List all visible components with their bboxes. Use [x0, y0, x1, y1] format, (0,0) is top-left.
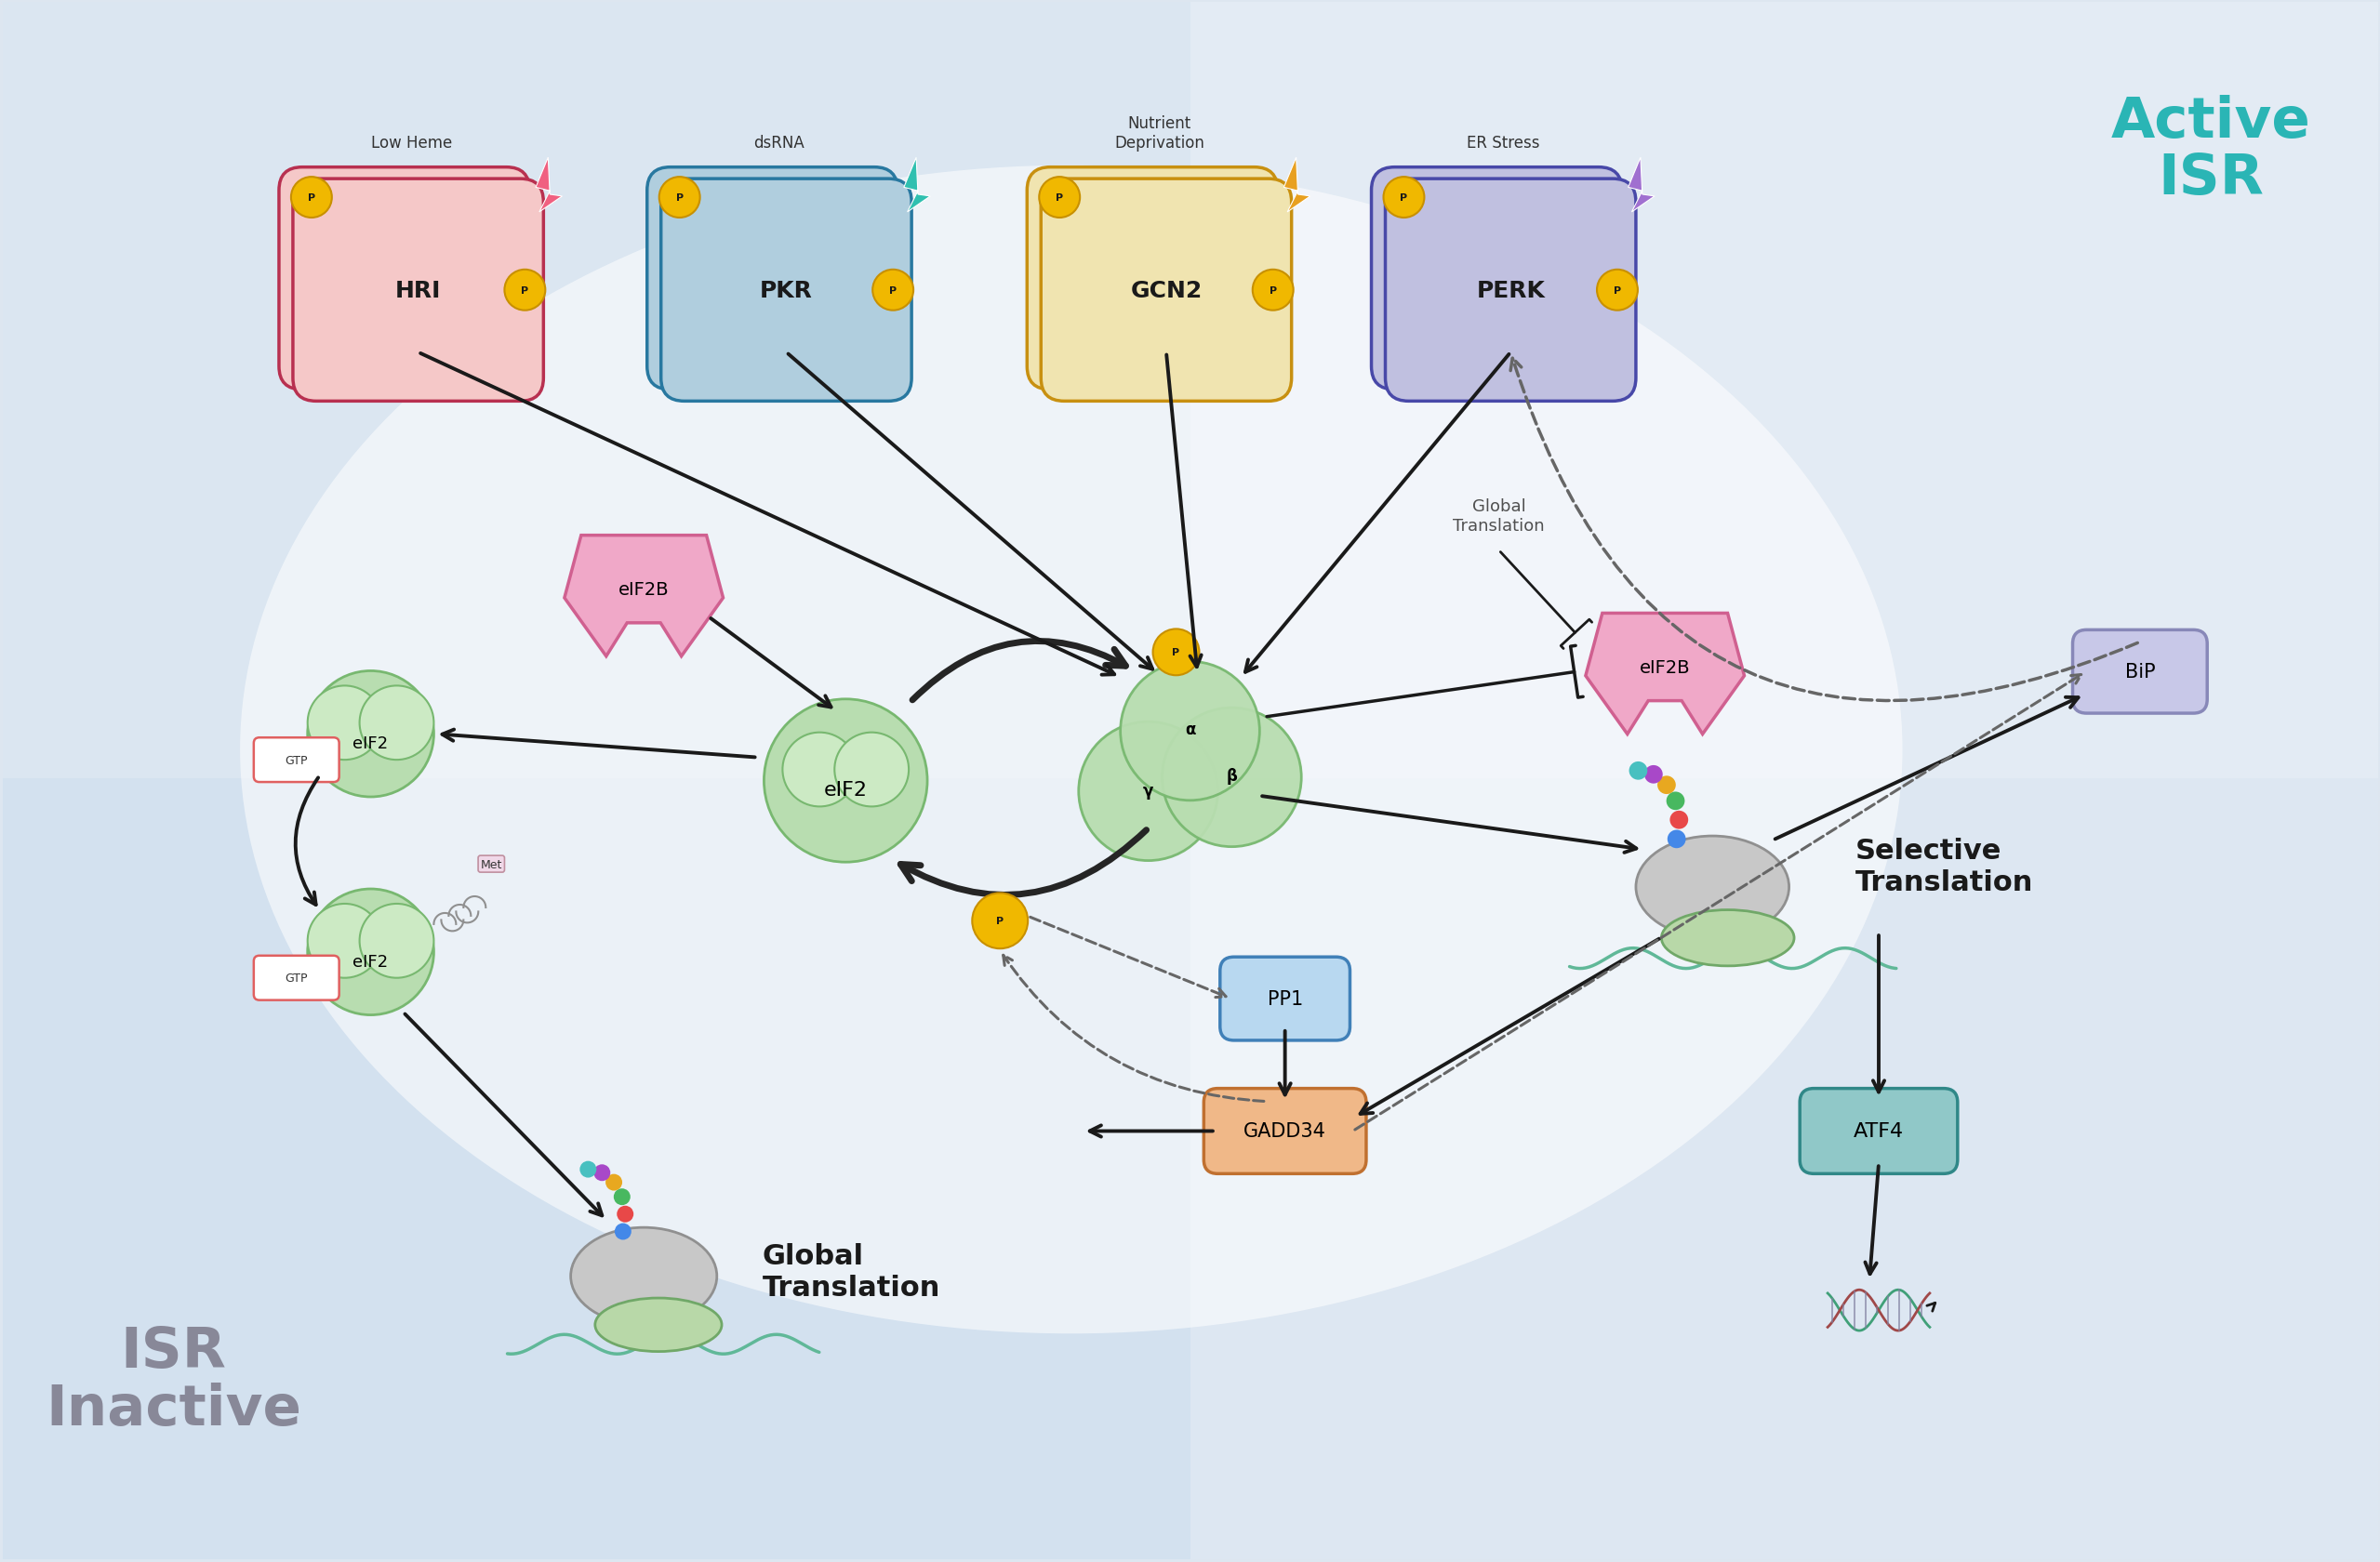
Ellipse shape	[571, 1228, 716, 1325]
Circle shape	[764, 700, 928, 862]
Text: PKR: PKR	[759, 280, 812, 301]
Text: Nutrient
Deprivation: Nutrient Deprivation	[1114, 116, 1204, 152]
Polygon shape	[536, 158, 562, 212]
Text: Low Heme: Low Heme	[371, 134, 452, 152]
FancyBboxPatch shape	[1028, 167, 1278, 390]
Text: P: P	[1057, 194, 1064, 203]
Text: Met: Met	[481, 858, 502, 870]
Circle shape	[1040, 178, 1081, 219]
Polygon shape	[904, 158, 931, 212]
FancyBboxPatch shape	[647, 167, 897, 390]
Text: P: P	[1269, 286, 1276, 295]
Text: HRI: HRI	[395, 280, 440, 301]
FancyBboxPatch shape	[1799, 1089, 1959, 1175]
Circle shape	[1656, 776, 1676, 795]
Ellipse shape	[1661, 911, 1795, 967]
Text: PP1: PP1	[1266, 990, 1302, 1007]
Text: ATF4: ATF4	[1854, 1122, 1904, 1140]
FancyBboxPatch shape	[1371, 167, 1621, 390]
Text: Global
Translation: Global Translation	[1452, 498, 1545, 534]
Circle shape	[1645, 765, 1664, 784]
Text: dsRNA: dsRNA	[754, 134, 804, 152]
Circle shape	[593, 1165, 609, 1181]
Text: γ: γ	[1142, 783, 1154, 800]
Circle shape	[1628, 762, 1647, 781]
Text: P: P	[1173, 648, 1180, 658]
Circle shape	[971, 893, 1028, 948]
Circle shape	[835, 733, 909, 808]
FancyBboxPatch shape	[278, 167, 528, 390]
Text: eIF2: eIF2	[823, 781, 866, 800]
Ellipse shape	[595, 1298, 721, 1351]
Circle shape	[873, 270, 914, 311]
Circle shape	[581, 1161, 597, 1178]
FancyBboxPatch shape	[255, 956, 338, 1000]
Circle shape	[605, 1175, 621, 1190]
Circle shape	[359, 686, 433, 761]
Text: ISR
Inactive: ISR Inactive	[45, 1325, 302, 1437]
FancyBboxPatch shape	[662, 180, 912, 401]
Circle shape	[783, 733, 857, 808]
Circle shape	[1121, 662, 1259, 801]
Circle shape	[307, 672, 433, 797]
Circle shape	[614, 1189, 631, 1206]
Text: P: P	[676, 194, 683, 203]
Text: P: P	[1399, 194, 1407, 203]
Circle shape	[307, 686, 381, 761]
FancyBboxPatch shape	[1385, 180, 1635, 401]
FancyBboxPatch shape	[293, 180, 543, 401]
Circle shape	[1152, 629, 1200, 676]
Circle shape	[1668, 831, 1685, 848]
Circle shape	[1666, 792, 1685, 811]
FancyBboxPatch shape	[2073, 631, 2206, 714]
Polygon shape	[1283, 158, 1311, 212]
FancyBboxPatch shape	[1221, 958, 1349, 1040]
Text: GTP: GTP	[286, 972, 307, 984]
Ellipse shape	[1635, 836, 1790, 939]
Circle shape	[614, 1223, 631, 1240]
Text: α: α	[1185, 722, 1195, 737]
Text: P: P	[1614, 286, 1621, 295]
Circle shape	[359, 904, 433, 978]
Text: Selective
Translation: Selective Translation	[1854, 837, 2033, 895]
Text: GADD34: GADD34	[1245, 1122, 1326, 1140]
Text: eIF2: eIF2	[352, 953, 388, 970]
Polygon shape	[1585, 614, 1745, 734]
FancyBboxPatch shape	[1040, 180, 1292, 401]
Circle shape	[616, 1206, 633, 1223]
Text: β: β	[1226, 767, 1238, 784]
Ellipse shape	[240, 166, 1902, 1334]
Circle shape	[1597, 270, 1637, 311]
Circle shape	[307, 904, 381, 978]
Text: GTP: GTP	[286, 754, 307, 767]
Text: P: P	[997, 917, 1004, 926]
Circle shape	[1383, 178, 1423, 219]
Polygon shape	[564, 536, 724, 656]
FancyBboxPatch shape	[255, 737, 338, 783]
Text: eIF2: eIF2	[352, 736, 388, 751]
Text: BiP: BiP	[2125, 662, 2156, 681]
Polygon shape	[1628, 158, 1654, 212]
Text: eIF2B: eIF2B	[1640, 659, 1690, 676]
FancyBboxPatch shape	[1204, 1089, 1366, 1175]
Text: Active
ISR: Active ISR	[2111, 95, 2311, 206]
Text: eIF2B: eIF2B	[619, 581, 669, 598]
Circle shape	[659, 178, 700, 219]
Circle shape	[290, 178, 331, 219]
Text: ER Stress: ER Stress	[1466, 134, 1540, 152]
Circle shape	[1671, 811, 1687, 829]
Text: PERK: PERK	[1476, 280, 1545, 301]
Circle shape	[1078, 722, 1219, 861]
Circle shape	[1252, 270, 1292, 311]
Circle shape	[1161, 708, 1302, 847]
Text: P: P	[890, 286, 897, 295]
Circle shape	[505, 270, 545, 311]
Text: Global
Translation: Global Translation	[762, 1242, 940, 1301]
Text: GCN2: GCN2	[1130, 280, 1202, 301]
Text: P: P	[307, 194, 314, 203]
Text: P: P	[521, 286, 528, 295]
Circle shape	[307, 889, 433, 1015]
